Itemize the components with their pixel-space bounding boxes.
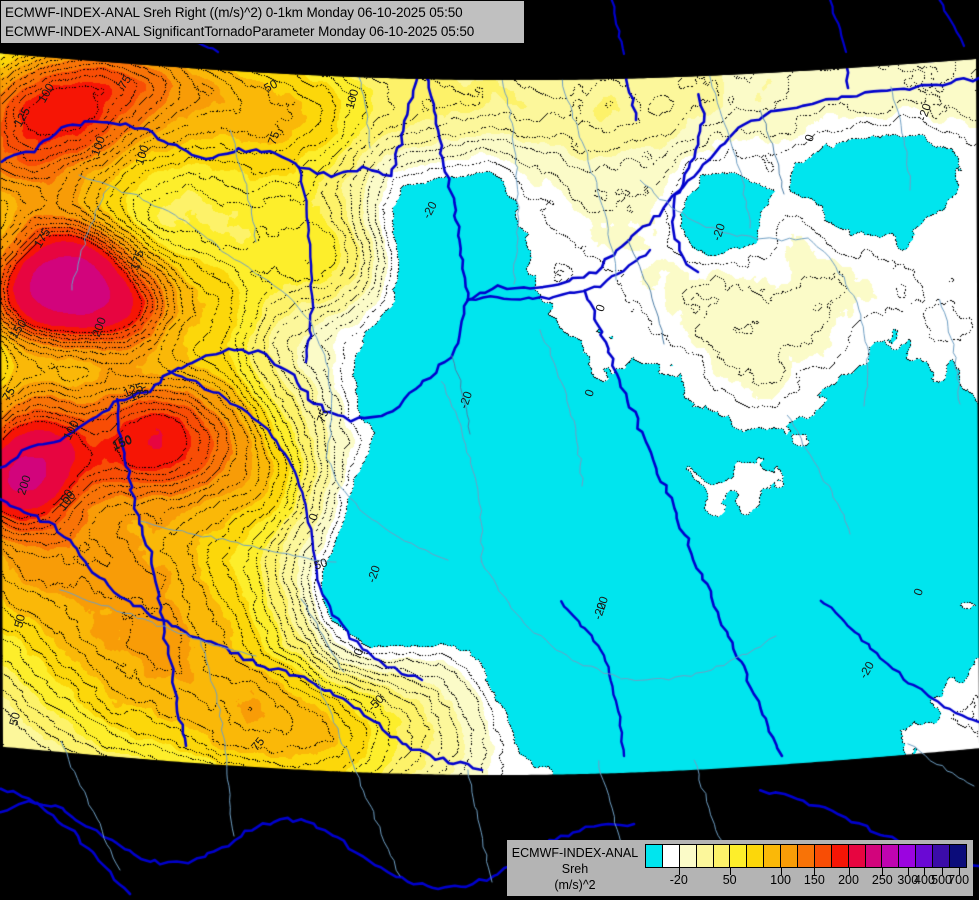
colorbar-tick-label: -20 [669,873,688,887]
colorbar-swatch [882,845,900,867]
contour-value-label: 200 [89,315,110,339]
contour-value-label: 175 [127,248,147,272]
colorbar-tickmark [678,868,680,875]
colorbar-tick-label: 150 [803,873,825,887]
contour-value-label: -20 [456,389,476,411]
contour-value-label: 75 [0,384,19,404]
colorbar-tickmark [729,868,731,875]
map-title-box: ECMWF-INDEX-ANAL Sreh Right ((m/s)^2) 0-… [0,0,525,44]
colorbar-tick-label: 250 [871,873,893,887]
contour-value-label: -50 [364,691,387,715]
legend-variable-name: Sreh [561,862,589,876]
colorbar-swatch [814,845,832,867]
contour-value-label: 50 [11,612,29,630]
colorbar-swatch [646,845,663,867]
contour-value-label: 150 [110,431,134,453]
contour-value-label: 0 [305,511,322,523]
colorbar-tickmark [780,868,782,875]
contour-value-label: 100 [55,488,79,514]
colorbar-swatch [865,845,883,867]
contour-value-label: 0 [801,132,818,144]
contour-value-label: 0 [592,302,609,314]
map-title-line-2: ECMWF-INDEX-ANAL SignificantTornadoParam… [5,24,475,39]
contour-value-label: 150 [6,316,30,342]
contour-value-label: 75 [248,734,268,754]
colorbar-tickmark [958,868,960,875]
colorbar-swatch [730,845,748,867]
colorbar-tickmark [941,868,943,875]
contour-value-label: 75 [264,129,283,147]
legend-caption: ECMWF-INDEX-ANAL Sreh (m/s)^2 [507,840,643,893]
contour-value-label: 50 [57,486,77,506]
contour-value-label: -20 [709,221,729,243]
map-title-line-1: ECMWF-INDEX-ANAL Sreh Right ((m/s)^2) 0-… [5,5,463,20]
contour-value-label: 50 [312,555,330,573]
colorbar-tick-label: 500 [931,873,952,887]
contour-value-label: 50 [6,710,24,728]
colorbar-tick-label: 200 [838,873,859,887]
color-legend: ECMWF-INDEX-ANAL Sreh (m/s)^2 -20 50 100 15… [507,840,973,896]
contour-value-label: 0 [581,387,598,399]
colorbar-swatch [933,845,951,867]
colorbar-tickmark [814,868,816,875]
colorbar-swatch [950,845,966,867]
colorbar-swatch [916,845,934,867]
colorbar-swatch [747,845,765,867]
colorbar-tickmark [907,868,909,875]
contour-value-label: 125 [121,379,145,401]
legend-scale: -20 50 100 150 200 250 300 400 500 700 [643,840,973,890]
colorbar-tick-label: 400 [914,873,935,887]
colorbar-tickmark [848,868,850,875]
colorbar-tick-label: 300 [897,873,919,887]
contour-value-label: 75 [313,407,332,425]
contour-value-label: 100 [132,143,152,167]
colorbar-swatch [679,845,697,867]
contour-value-label: -20 [856,658,878,682]
colorbar-swatch [899,845,917,867]
colorbar-swatch [764,845,782,867]
contour-value-label: 175 [30,225,54,251]
contour-value-label: -20 [364,563,384,585]
colorbar-swatch [662,845,680,867]
contour-value-label: 100 [342,87,362,111]
colorbar-tick-label: 50 [722,873,737,887]
contour-value-label: 0 [350,646,367,658]
contour-value-label: -20 [590,600,610,622]
contour-value-label: 100 [88,134,109,158]
legend-units: (m/s)^2 [554,878,596,892]
colorbar-swatch [831,845,849,867]
contour-value-label: 200 [14,473,34,497]
contour-value-label: 150 [110,432,134,454]
contour-value-label: -20 [592,594,612,616]
contour-value-label: 75 [115,72,135,92]
colorbar-swatch [798,845,815,867]
colorbar [645,844,967,868]
contour-value-label: 100 [34,80,58,106]
colorbar-swatch [781,845,799,867]
contour-value-label: 125 [127,383,152,405]
colorbar-tick-label: 100 [770,873,791,887]
contour-value-label: 0 [910,586,927,598]
contour-value-label: 100 [60,417,82,443]
colorbar-tickmark [924,868,926,875]
contour-value-label: -20 [419,199,440,221]
contour-value-label: -20 [915,101,935,123]
colorbar-tickmark [882,868,884,875]
legend-model-name: ECMWF-INDEX-ANAL [511,846,639,860]
colorbar-swatch [848,845,866,867]
colorbar-swatch [713,845,731,867]
colorbar-tick-label: 700 [948,873,970,887]
contour-value-label: 125 [10,104,34,130]
colorbar-swatch [696,845,714,867]
colorbar-ticks: -20 50 100 150 200 250 300 400 500 700 [645,868,970,890]
contour-value-label: 50 [261,76,280,96]
